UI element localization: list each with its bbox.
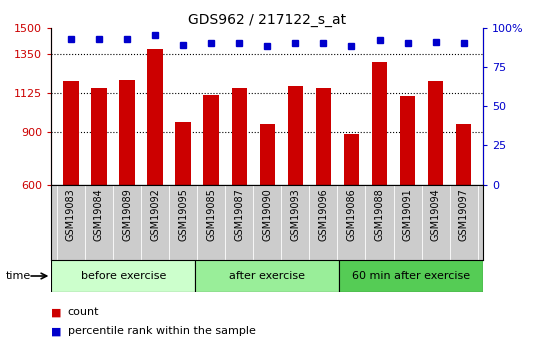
- Text: GSM19097: GSM19097: [458, 188, 469, 241]
- Text: ■: ■: [51, 326, 62, 336]
- Text: GSM19085: GSM19085: [206, 188, 216, 241]
- Title: GDS962 / 217122_s_at: GDS962 / 217122_s_at: [188, 12, 346, 27]
- Text: GSM19088: GSM19088: [375, 188, 384, 241]
- Bar: [400, 96, 415, 185]
- Bar: [176, 122, 191, 185]
- Text: GSM19094: GSM19094: [430, 188, 441, 241]
- Text: GSM19089: GSM19089: [122, 188, 132, 241]
- Bar: [339, 260, 483, 292]
- Text: GSM19091: GSM19091: [402, 188, 413, 241]
- Text: GSM19096: GSM19096: [319, 188, 328, 241]
- Bar: [119, 80, 135, 185]
- Bar: [428, 81, 443, 185]
- Bar: [344, 134, 359, 185]
- Text: GSM19095: GSM19095: [178, 188, 188, 241]
- Text: GSM19083: GSM19083: [66, 188, 76, 241]
- Text: percentile rank within the sample: percentile rank within the sample: [68, 326, 255, 336]
- Text: GSM19087: GSM19087: [234, 188, 244, 241]
- Bar: [372, 62, 387, 185]
- Text: before exercise: before exercise: [80, 271, 166, 281]
- Bar: [147, 49, 163, 185]
- Bar: [456, 124, 471, 185]
- Text: GSM19086: GSM19086: [347, 188, 356, 241]
- Text: GSM19090: GSM19090: [262, 188, 272, 241]
- Text: GSM19092: GSM19092: [150, 188, 160, 241]
- Text: count: count: [68, 307, 99, 317]
- Bar: [260, 125, 275, 185]
- Text: after exercise: after exercise: [230, 271, 305, 281]
- Text: time: time: [5, 271, 31, 281]
- Text: ■: ■: [51, 307, 62, 317]
- Text: GSM19093: GSM19093: [291, 188, 300, 241]
- Bar: [204, 95, 219, 185]
- Bar: [232, 88, 247, 185]
- Bar: [288, 86, 303, 185]
- Bar: [51, 260, 195, 292]
- Bar: [63, 81, 79, 185]
- Bar: [195, 260, 339, 292]
- Bar: [316, 88, 331, 185]
- Text: 60 min after exercise: 60 min after exercise: [352, 271, 470, 281]
- Text: GSM19084: GSM19084: [94, 188, 104, 241]
- Bar: [91, 88, 107, 185]
